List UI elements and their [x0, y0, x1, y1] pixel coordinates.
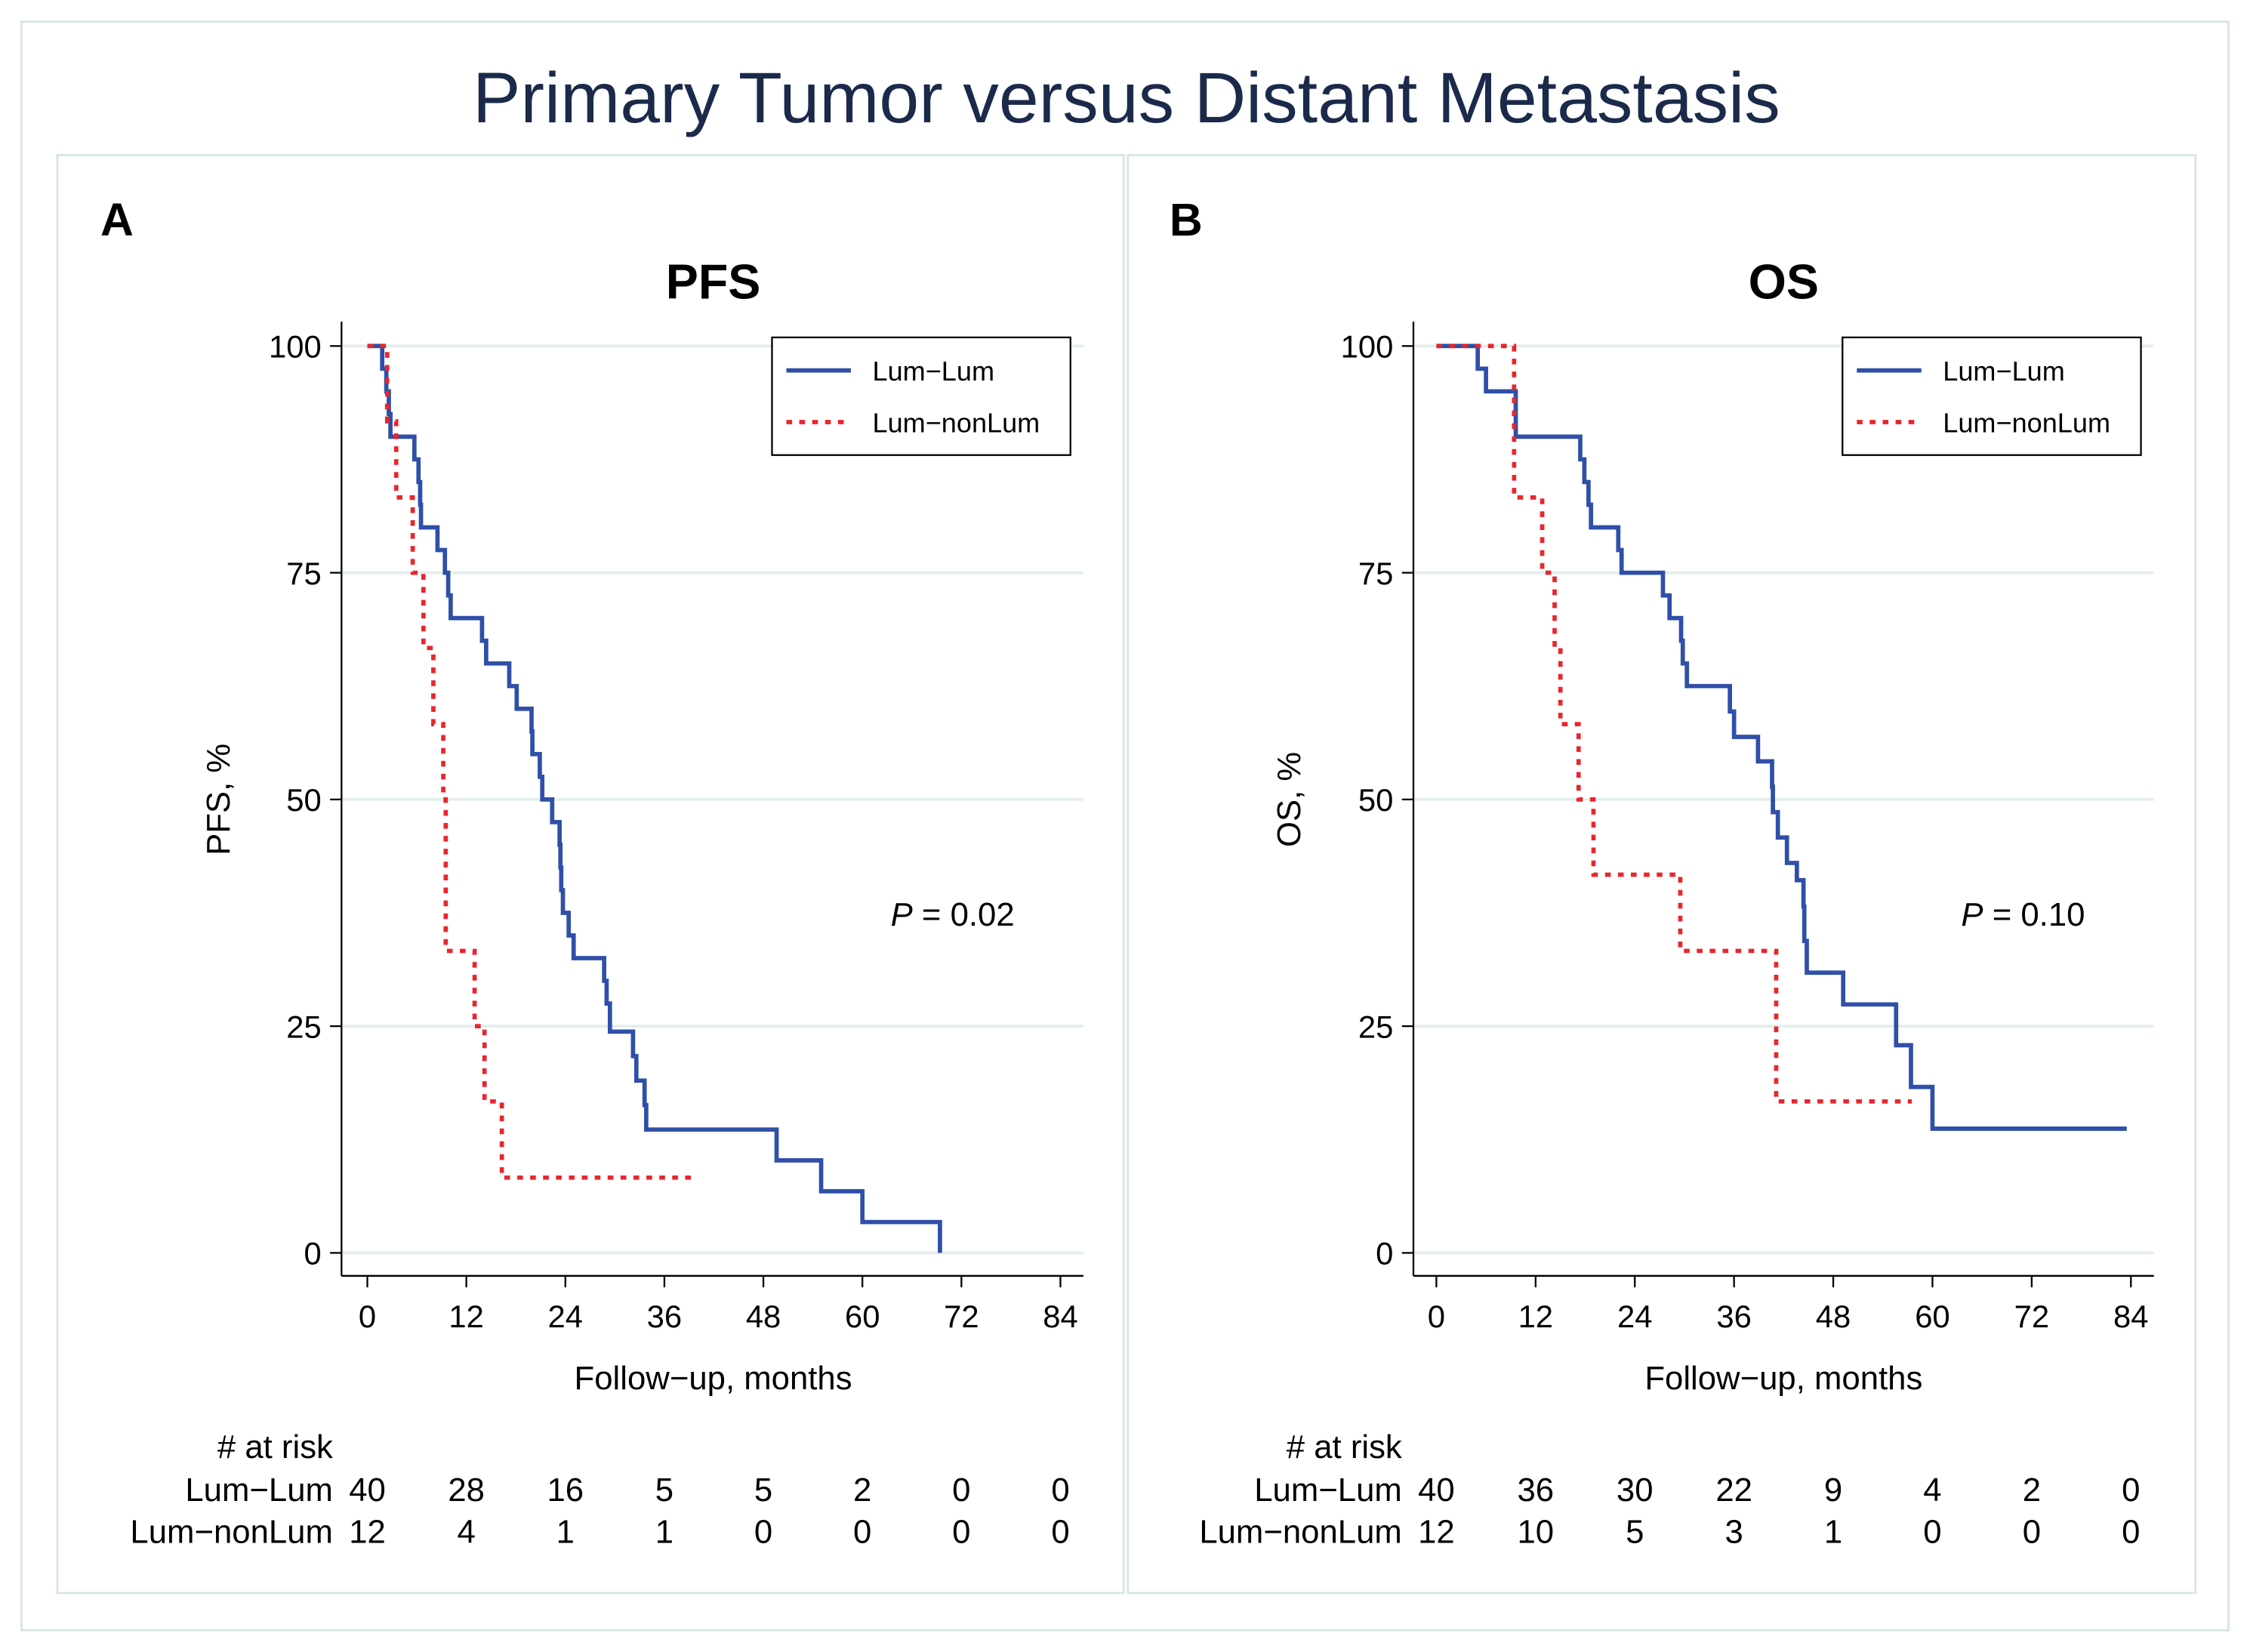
risk-count: 5 [754, 1472, 772, 1509]
panel-a-frame [56, 154, 1125, 1595]
risk-count: 0 [2122, 1472, 2140, 1509]
x-tick-label: 36 [647, 1299, 683, 1334]
risk-count: 10 [1518, 1513, 1555, 1550]
risk-count: 28 [448, 1472, 485, 1509]
y-tick-label: 100 [269, 328, 322, 364]
x-tick-label: 12 [1518, 1299, 1554, 1334]
y-tick-label: 100 [1341, 328, 1394, 364]
risk-count: 4 [1923, 1472, 1941, 1509]
x-tick-label: 84 [1043, 1299, 1077, 1334]
risk-count: 16 [547, 1472, 584, 1509]
risk-row-label: Lum−nonLum [130, 1513, 332, 1550]
x-tick-label: 60 [1915, 1299, 1950, 1334]
y-tick-label: 25 [286, 1009, 322, 1044]
risk-count: 1 [655, 1513, 673, 1550]
risk-count: 0 [2122, 1513, 2140, 1550]
risk-count: 0 [952, 1513, 970, 1550]
risk-row-label: Lum−Lum [185, 1472, 333, 1509]
x-tick-label: 60 [845, 1299, 880, 1334]
risk-count: 0 [1051, 1513, 1069, 1550]
x-tick-label: 0 [1428, 1299, 1445, 1334]
risk-count: 36 [1518, 1472, 1555, 1509]
km-curve-lum-lum [1436, 344, 2127, 1131]
risk-count: 1 [556, 1513, 575, 1550]
risk-count: 0 [1923, 1513, 1941, 1550]
km-curve-lum-nonlum [367, 344, 698, 1180]
p-value-text: = 0.10 [1983, 896, 2085, 933]
x-axis-label: Follow−up, months [575, 1360, 852, 1397]
panel-b-frame [1127, 154, 2197, 1595]
x-tick-label: 36 [1716, 1299, 1752, 1334]
y-tick-label: 25 [1358, 1009, 1394, 1044]
y-axis-label: PFS, % [200, 744, 237, 855]
legend-label: Lum−nonLum [873, 407, 1040, 438]
legend-label: Lum−Lum [873, 356, 995, 387]
p-value-text: = 0.02 [913, 896, 1015, 933]
legend-label: Lum−nonLum [1943, 407, 2110, 438]
x-tick-label: 72 [944, 1299, 979, 1334]
risk-count: 5 [655, 1472, 673, 1509]
risk-count: 1 [1824, 1513, 1842, 1550]
risk-count: 0 [952, 1472, 970, 1509]
x-tick-label: 24 [548, 1299, 584, 1334]
p-value: P = 0.10 [1961, 896, 2085, 933]
risk-table-header: # at risk [217, 1429, 333, 1466]
risk-row-label: Lum−Lum [1254, 1472, 1402, 1509]
x-tick-label: 0 [359, 1299, 376, 1334]
risk-count: 40 [1418, 1472, 1455, 1509]
risk-count: 5 [1626, 1513, 1644, 1550]
y-tick-label: 75 [1358, 556, 1394, 591]
risk-row-label: Lum−nonLum [1199, 1513, 1401, 1550]
x-tick-label: 48 [746, 1299, 781, 1334]
risk-count: 0 [754, 1513, 772, 1550]
outer-frame [20, 20, 2230, 1632]
legend-box [1842, 336, 2142, 456]
risk-count: 2 [853, 1472, 871, 1509]
y-tick-label: 0 [1376, 1236, 1393, 1271]
risk-count: 12 [1418, 1513, 1455, 1550]
x-tick-label: 12 [448, 1299, 484, 1334]
risk-count: 0 [2023, 1513, 2041, 1550]
risk-count: 22 [1715, 1472, 1752, 1509]
risk-count: 30 [1617, 1472, 1654, 1509]
figure-title: Primary Tumor versus Distant Metastasis [473, 58, 1780, 138]
risk-count: 3 [1724, 1513, 1743, 1550]
km-curve-lum-lum [367, 344, 942, 1253]
y-axis-label: OS, % [1271, 752, 1308, 847]
p-value: P = 0.02 [891, 896, 1015, 933]
x-tick-label: 84 [2113, 1299, 2149, 1334]
risk-count: 0 [1051, 1472, 1069, 1509]
risk-count: 0 [853, 1513, 871, 1550]
risk-count: 4 [458, 1513, 476, 1550]
panel-title: PFS [666, 255, 761, 310]
risk-count: 12 [349, 1513, 386, 1550]
risk-count: 40 [349, 1472, 386, 1509]
risk-count: 9 [1824, 1472, 1842, 1509]
y-tick-label: 50 [1358, 782, 1394, 818]
risk-count: 2 [2023, 1472, 2041, 1509]
panel-letter: B [1170, 194, 1203, 245]
y-tick-label: 0 [304, 1236, 321, 1271]
y-tick-label: 50 [286, 782, 322, 818]
x-tick-label: 48 [1816, 1299, 1851, 1334]
x-tick-label: 72 [2014, 1299, 2050, 1334]
legend-label: Lum−Lum [1943, 356, 2065, 387]
x-axis-label: Follow−up, months [1644, 1360, 1922, 1397]
x-tick-label: 24 [1617, 1299, 1653, 1334]
y-tick-label: 75 [286, 556, 322, 591]
panel-letter: A [100, 194, 134, 245]
risk-table-header: # at risk [1287, 1429, 1402, 1466]
p-value-symbol: P [1961, 896, 1983, 933]
legend-box [771, 336, 1071, 456]
p-value-symbol: P [891, 896, 913, 933]
panel-title: OS [1749, 255, 1819, 310]
